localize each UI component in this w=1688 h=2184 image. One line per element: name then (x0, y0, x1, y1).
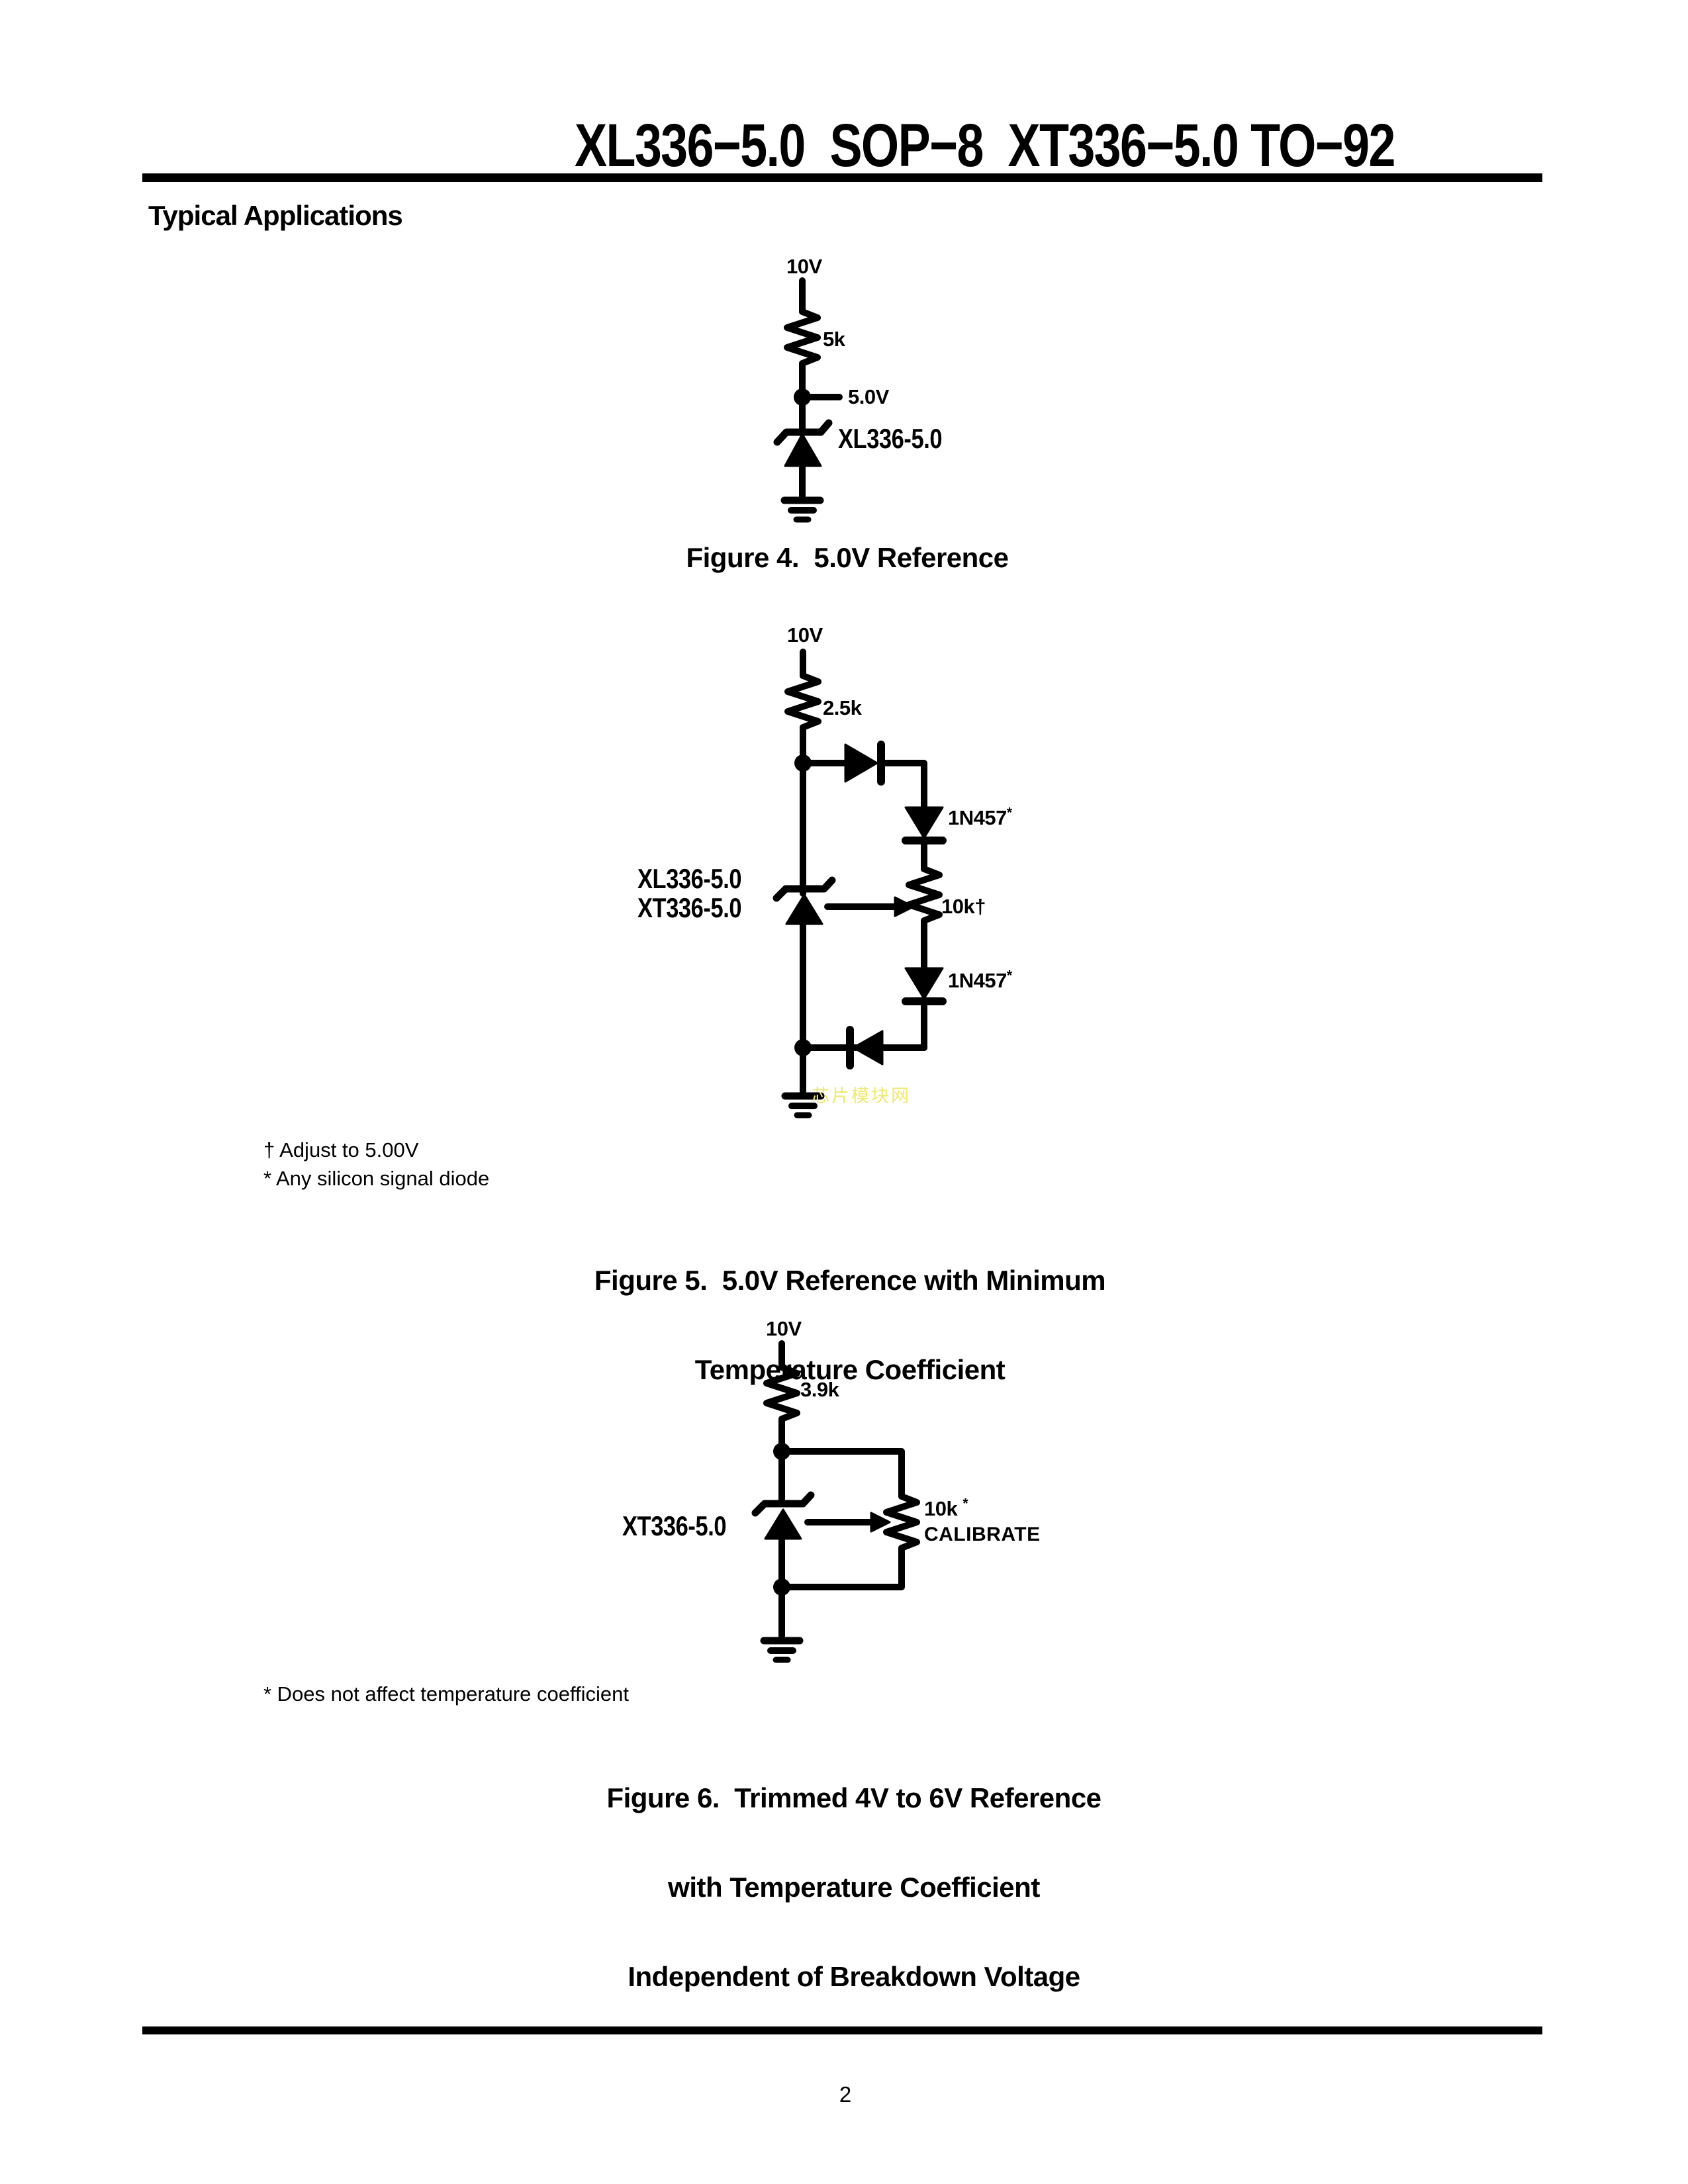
fig6-caption-line3: Independent of Breakdown Voltage (628, 1961, 1080, 1992)
fig4-resistor-label: 5k (823, 328, 845, 351)
fig6-caption-line1: Figure 6. Trimmed 4V to 6V Reference (606, 1782, 1102, 1813)
resistor-2k5 (784, 668, 821, 766)
fig5-device-line1: XL336-5.0 (637, 863, 742, 894)
bottom-corner-wire (778, 1545, 905, 1590)
footer-rule (142, 2026, 1542, 2034)
watermark: 芯片模块网 (812, 1086, 911, 1106)
fig5-resistor-label: 2.5k (823, 696, 862, 719)
fig5-device-line2: XT336-5.0 (637, 892, 742, 923)
node-dot-top (794, 754, 812, 772)
wiper-arrow (824, 896, 915, 917)
fig6-device-label: XT336-5.0 (622, 1510, 727, 1541)
fig6-footnote: * Does not affect temperature coefficien… (263, 1682, 630, 1706)
fig5-caption-line1: Figure 5. 5.0V Reference with Minimum (594, 1265, 1106, 1296)
top-corner-wire (878, 760, 927, 811)
diode-left-triangle (852, 1030, 884, 1066)
wiper-arrow (804, 1512, 891, 1533)
diode-1n457-upper-triangle (904, 806, 944, 839)
node-dot-bottom (773, 1578, 790, 1596)
fig4-caption: Figure 4. 5.0V Reference (686, 542, 1009, 573)
fig4-device-label: XL336-5.0 (838, 423, 943, 454)
node-dot-top (773, 1443, 790, 1460)
fig4-supply-label: 10V (786, 255, 822, 278)
node-dot-bottom (794, 1039, 812, 1056)
fig6-caption: Figure 6. Trimmed 4V to 6V Reference wit… (523, 1723, 1185, 2051)
page-number: 2 (839, 2082, 852, 2107)
fig5-diode-lower-label: 1N457* (948, 968, 1012, 992)
asterisk-mark: * (1006, 805, 1012, 821)
fig6-resistor-label: 3.9k (800, 1378, 839, 1401)
figure4-circuit (773, 277, 843, 523)
asterisk-mark: * (1006, 968, 1012, 983)
fig5-pot-label: 10k† (941, 895, 986, 918)
zener-cathode-bar (751, 1491, 815, 1517)
fig6-supply-label: 10V (766, 1317, 802, 1340)
zener-cathode-bar (773, 876, 836, 902)
top-corner-wire (778, 1448, 905, 1496)
section-heading: Typical Applications (148, 200, 403, 231)
fig5-footnote-dagger: † Adjust to 5.00V (263, 1138, 419, 1161)
fig5-supply-label: 10V (787, 623, 823, 647)
page-title: XL336−5.0 SOP−8 XT336−5.0 TO−92 (575, 112, 1395, 179)
regulator-triangle (764, 1508, 802, 1540)
ground-icon (760, 1637, 804, 1663)
potentiometer-10k (906, 862, 943, 934)
fig5-caption-line2: Temperature Coefficient (694, 1354, 1006, 1385)
ground-icon (780, 496, 824, 523)
fig6-caption-line2: with Temperature Coefficient (668, 1872, 1040, 1903)
node-dot (794, 388, 811, 406)
fig5-footnote-asterisk: * Any silicon signal diode (263, 1167, 490, 1190)
resistor-5k (784, 304, 821, 400)
fig6-calibrate-label: CALIBRATE (924, 1524, 1041, 1545)
diode-right-triangle (844, 743, 878, 783)
fig5-diode-upper-label: 1N457* (948, 805, 1012, 829)
regulator-triangle (784, 433, 822, 467)
fig6-pot-label: 10k * (924, 1496, 968, 1520)
figure5-circuit (773, 649, 947, 1118)
zener-cathode-bar (773, 419, 833, 446)
asterisk-mark: * (962, 1496, 968, 1512)
potentiometer-10k (883, 1489, 920, 1551)
fig5-device-label: XL336-5.0 XT336-5.0 (637, 864, 765, 923)
fig4-output-label: 5.0V (848, 385, 889, 408)
regulator-triangle (785, 893, 823, 925)
header-rule (142, 173, 1542, 182)
fig5-caption: Figure 5. 5.0V Reference with Minimum Te… (519, 1206, 1181, 1444)
diode-1n457-lower-triangle (904, 967, 944, 1000)
